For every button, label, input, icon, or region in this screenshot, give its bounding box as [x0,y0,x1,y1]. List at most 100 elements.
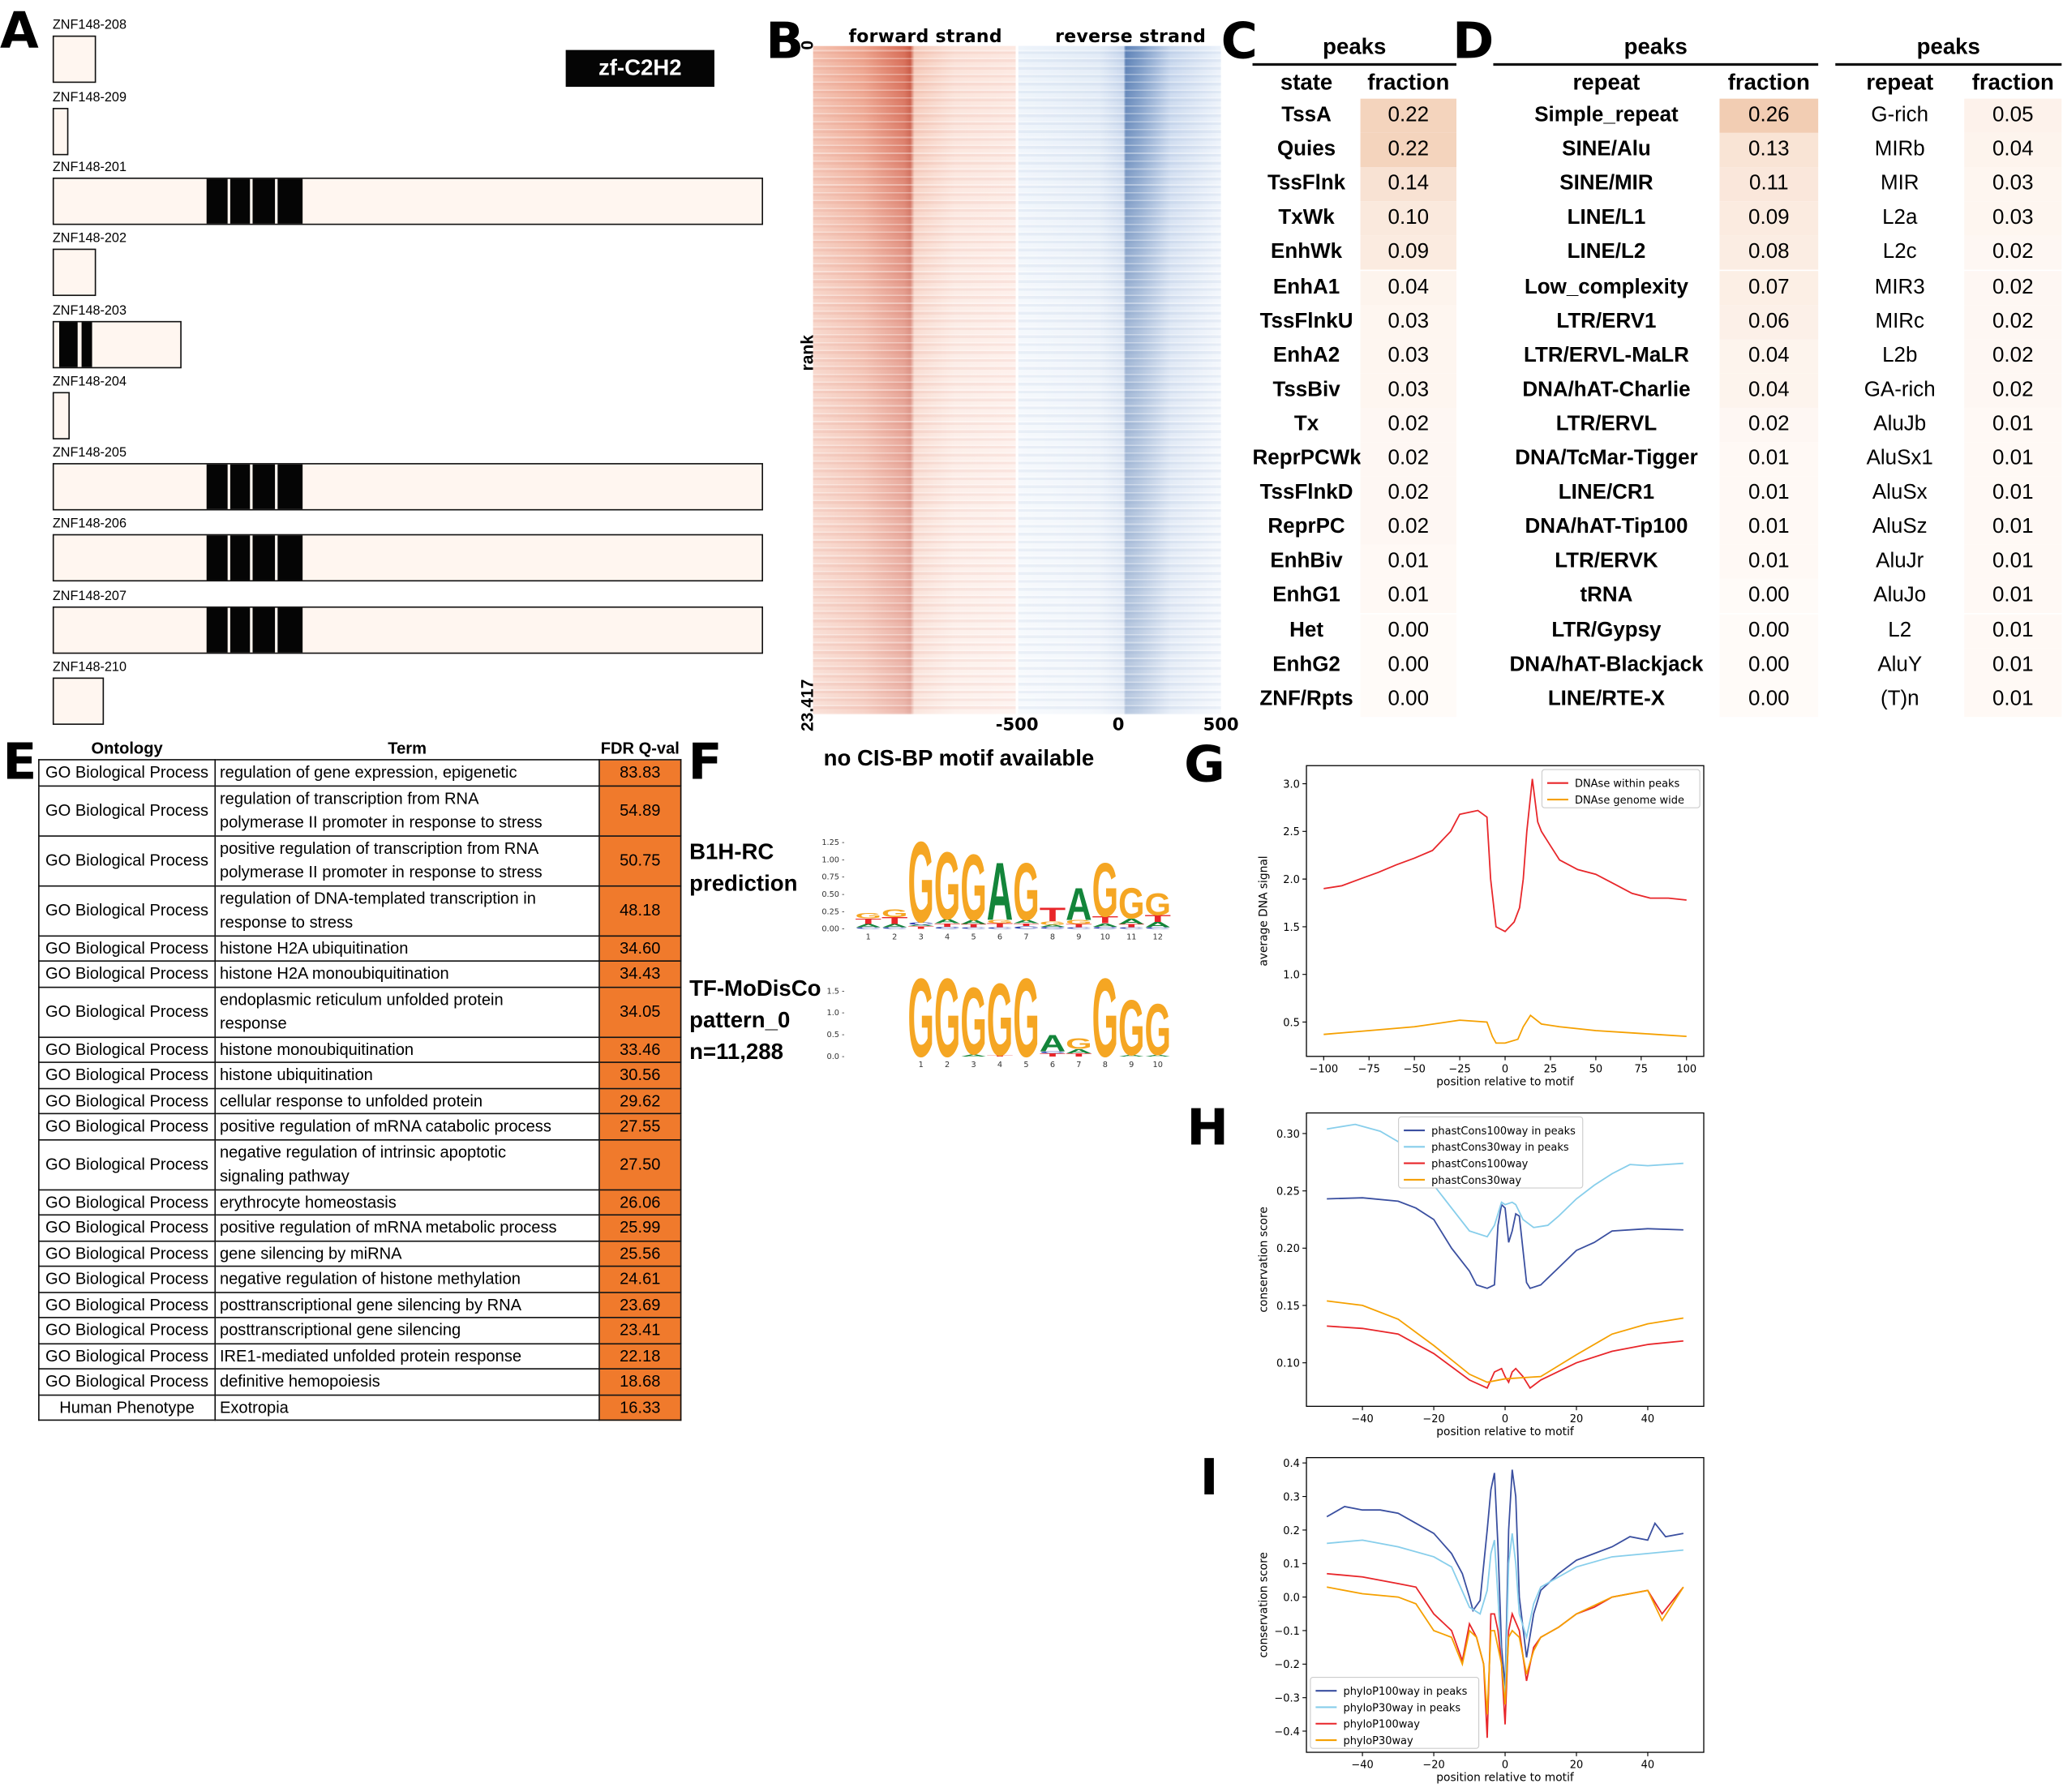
svg-text:G: G [934,833,960,941]
logo-letter-C: C [907,921,933,925]
zf-c2h2-domain [206,535,228,581]
table-header-row: repeat fraction [1493,66,1818,100]
col-header: repeat [1572,69,1641,95]
transcript-label: ZNF148-206 [52,517,127,532]
svg-text:T: T [881,915,908,926]
ontology-cell: GO Biological Process [38,985,217,1038]
x-tick-label: −40 [1351,1760,1373,1772]
zf-c2h2-domain [229,178,251,224]
ontology-cell: GO Biological Process [38,834,217,886]
table-row: GO Biological Process regulation of gene … [38,759,682,787]
table-row: TssBiv 0.03 [1253,373,1456,408]
rank-top-tick: 0 [797,40,817,50]
row-label: AluY [1877,653,1923,676]
row-label: Quies [1276,138,1336,161]
series-line-3 [1327,1300,1684,1383]
table-row: G-rich 0.05 [1835,98,2062,133]
x-tick-label: 40 [1641,1760,1655,1772]
fraction-cell: 0.02 [1964,373,2062,408]
fraction-cell: 0.01 [1964,682,2062,717]
logo-letter-C: C [1040,1051,1066,1054]
svg-text:A: A [1092,923,1118,928]
table-row: GO Biological Process regulation of trans… [38,784,682,837]
row-label: EnhBiv [1270,550,1343,573]
series-line-2 [1327,1325,1683,1390]
fdr-cell: 29.62 [598,1087,682,1115]
zf-c2h2-domain [277,607,303,653]
svg-text:A: A [1013,919,1039,924]
svg-text:G: G [960,969,986,1075]
y-tick-label: 0.20 [1276,1243,1300,1255]
x-axis-label: position relative to motif [1436,1075,1575,1088]
logo-x-tick: 10 [1100,932,1110,941]
table-row: TssFlnkD 0.02 [1253,476,1456,511]
ontology-cell: GO Biological Process [38,885,217,937]
legend-entry: phyloP100way [1343,1719,1420,1731]
legend-entry: phastCons30way [1431,1175,1521,1187]
zf-c2h2-domain [277,178,303,224]
table-row: GO Biological Process posttranscriptional… [38,1317,682,1344]
term-cell: histone H2A monoubiquitination [214,960,600,988]
panel-label-f: F [688,732,723,791]
row-label: L2a [1882,207,1918,229]
legend: DNAse within peaks DNAse genome wide [1541,769,1701,808]
transcript-label: ZNF148-209 [52,90,127,105]
y-tick-label: 1.5 [1283,922,1300,934]
term-cell: IRE1-mediated unfolded protein response [214,1342,600,1370]
fraction-cell: 0.04 [1719,373,1819,408]
transcript-bar [52,534,763,582]
modisco-label-line: TF-MoDisCo [689,975,821,1001]
table-row: MIRc 0.02 [1835,304,2062,339]
table-row: GO Biological Process positive regulation… [38,834,682,886]
logo-letter-G: G [856,911,881,920]
fdr-cell: 34.05 [598,985,682,1038]
y-tick-label: 0.4 [1283,1458,1300,1470]
zf-c2h2-domain [252,535,276,581]
logo-letter-A: A [1066,878,1092,930]
row-label: GA-rich [1864,378,1936,401]
logo-y-tick: 1.0 - [827,1009,846,1018]
ontology-cell: GO Biological Process [38,1265,217,1293]
svg-text:G: G [1013,847,1039,938]
fdr-cell: 26.06 [598,1188,682,1216]
fdr-cell: 25.99 [598,1214,682,1241]
y-tick-label: 0.10 [1276,1358,1300,1370]
row-label: EnhA1 [1272,275,1340,298]
table-row: GO Biological Process erythrocyte homeost… [38,1188,682,1216]
fdr-cell: 54.89 [598,784,682,837]
ontology-cell: GO Biological Process [38,934,217,962]
row-label: TssBiv [1272,378,1340,401]
svg-text:T: T [1040,1052,1066,1057]
svg-text:A: A [1118,1055,1144,1057]
logo-x-tick: 7 [1076,1061,1081,1070]
fraction-cell: 0.01 [1964,442,2062,477]
logo-letter-G: G [1144,988,1170,1070]
table-row: Human Phenotype Exotropia 16.33 [38,1393,682,1421]
table-group-header: peaks [1252,34,1456,66]
term-cell: positive regulation of mRNA metabolic pr… [214,1214,600,1241]
row-label: SINE/Alu [1562,138,1651,161]
term-cell: posttranscriptional gene silencing [214,1317,600,1344]
fraction-cell: 0.01 [1719,442,1819,477]
table-row: GO Biological Process gene silencing by m… [38,1240,682,1267]
rank-axis-label: rank [797,334,817,371]
table-row: EnhWk 0.09 [1253,236,1456,271]
ontology-cell: GO Biological Process [38,1214,217,1241]
svg-text:G: G [1013,956,1039,1078]
transcript-bar [52,35,97,84]
x-axis-label: position relative to motif [1436,1772,1575,1785]
row-label: EnhG2 [1272,653,1340,676]
table-row: GO Biological Process negative regulation… [38,1265,682,1293]
y-tick-label: 0.5 [1283,1017,1300,1029]
row-label: SINE/MIR [1559,172,1653,195]
table-row: TssA 0.22 [1253,98,1456,133]
logo-letter-T: T [881,915,908,926]
logo-letter-G: G [907,956,933,1078]
series-line-0 [1323,778,1687,932]
no-motif-note: no CIS-BP motif available [823,745,1095,771]
fraction-cell: 0.00 [1360,613,1456,649]
transcript-bar [52,320,182,369]
svg-text:C: C [987,927,1013,929]
svg-text:G: G [934,956,960,1078]
y-tick-label: 0.2 [1283,1525,1300,1537]
